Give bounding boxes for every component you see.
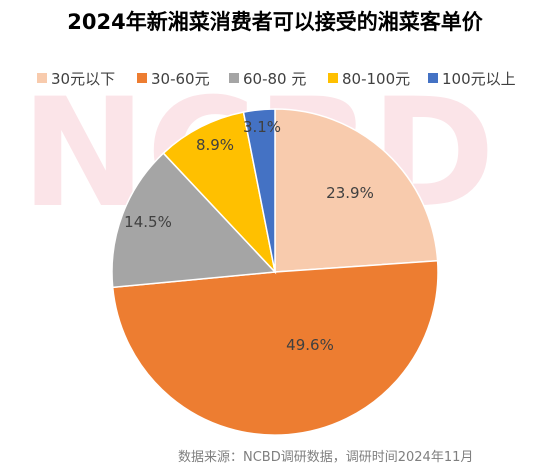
data-label-4: 8.9% [196,136,234,154]
legend-item-5: 100元以上 [428,68,516,88]
page-title: 2024年新湘菜消费者可以接受的湘菜客单价 [67,10,483,34]
legend-swatch-4 [328,73,338,83]
pie-slice-5 [242,108,276,273]
pie-slice-2 [111,259,439,436]
data-label-2: 49.6% [286,336,334,354]
data-label-1: 23.9% [326,184,374,202]
legend-item-4: 80-100元 [328,68,410,88]
pie-slice-1 [274,108,439,273]
legend-swatch-3 [229,73,239,83]
source-note: 数据来源：NCBD调研数据，调研时间2024年11月 [178,450,474,465]
pie-slices [111,108,439,436]
legend: 30元以下 30-60元 60-80 元 80-100元 100元以上 [0,68,550,88]
pie-slice-3 [111,152,277,289]
data-label-5: 3.1% [243,118,281,136]
legend-item-1: 30元以下 [37,68,115,88]
legend-label-2: 30-60元 [151,69,210,88]
legend-item-3: 60-80 元 [229,68,306,88]
legend-swatch-5 [428,73,438,83]
data-label-3: 14.5% [124,213,172,231]
legend-label-1: 30元以下 [51,69,116,88]
legend-swatch-1 [37,73,47,83]
pie-data-labels: 23.9% 49.6% 14.5% 8.9% 3.1% [124,118,374,354]
legend-label-5: 100元以上 [442,69,516,88]
legend-label-4: 80-100元 [342,69,411,88]
pie-slice-4 [162,111,277,275]
legend-swatch-2 [137,73,147,83]
legend-label-3: 60-80 元 [243,69,307,88]
legend-item-2: 30-60元 [137,68,210,88]
